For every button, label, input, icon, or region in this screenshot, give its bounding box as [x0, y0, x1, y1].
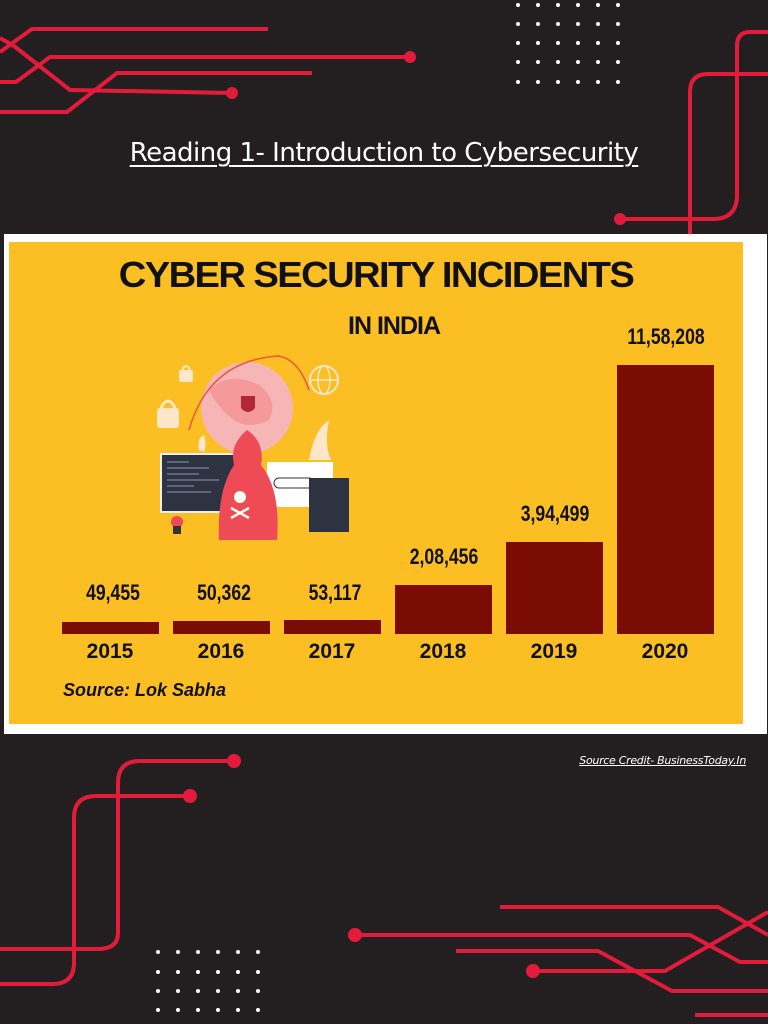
- bar-year-2020: 2020: [641, 640, 689, 663]
- bar-2020: [617, 365, 714, 634]
- bar-value-2020: 11,58,208: [627, 324, 705, 349]
- bar-year-2019: 2019: [530, 640, 578, 663]
- bar-2018: [395, 585, 492, 634]
- chart-title: CYBER SECURITY INCIDENTS: [118, 254, 635, 295]
- bar-value-2015: 49,455: [86, 580, 140, 605]
- chart-card: CYBER SECURITY INCIDENTS IN INDIA: [4, 234, 767, 734]
- bar-year-2015: 2015: [86, 640, 134, 663]
- bar-2017: [284, 620, 381, 634]
- bar-2019: [506, 542, 603, 634]
- bar-2016: [173, 621, 270, 634]
- chart-subtitle: IN INDIA: [348, 312, 441, 340]
- bar-value-2018: 2,08,456: [409, 544, 479, 569]
- page-title: Reading 1- Introduction to Cybersecurity: [129, 138, 639, 168]
- bar-year-2017: 2017: [308, 640, 356, 663]
- bar-2015: [62, 622, 159, 634]
- bar-value-2017: 53,117: [308, 580, 362, 605]
- bar-year-2018: 2018: [419, 640, 467, 663]
- chart-source: Source: Lok Sabha: [63, 680, 227, 700]
- hacker-illustration: [157, 355, 349, 540]
- bar-chart: CYBER SECURITY INCIDENTS IN INDIA: [9, 242, 743, 724]
- bar-year-2016: 2016: [197, 640, 245, 663]
- bar-value-2016: 50,362: [197, 580, 251, 605]
- bar-value-2019: 3,94,499: [520, 501, 590, 526]
- source-credit-link[interactable]: Source Credit- BusinessToday.In: [579, 754, 746, 767]
